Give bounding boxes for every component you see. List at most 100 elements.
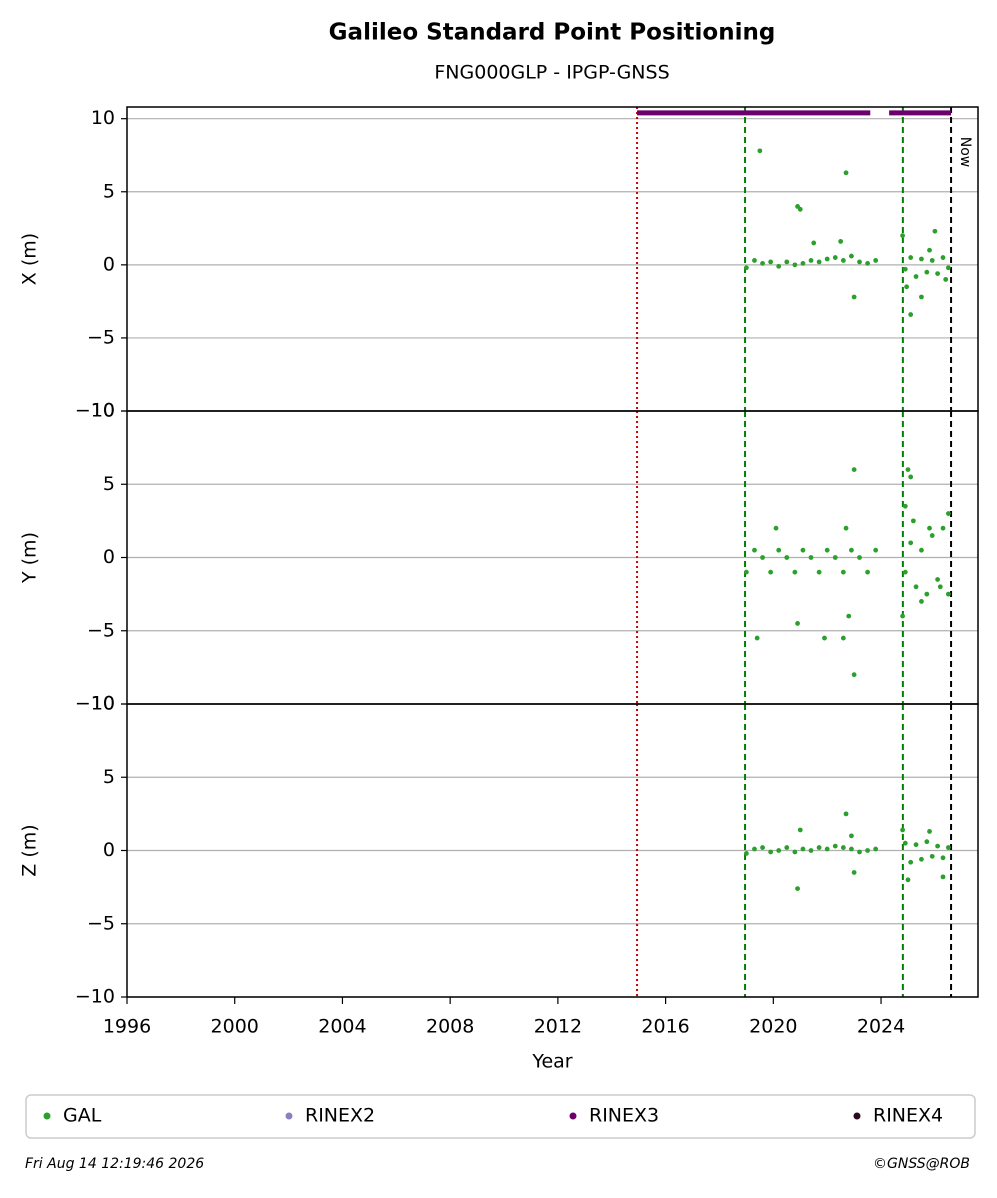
data-point	[776, 848, 782, 853]
data-point	[768, 259, 774, 265]
data-point	[752, 846, 757, 852]
data-point	[900, 613, 905, 619]
y-axis-label: X (m)	[19, 233, 41, 285]
data-point	[800, 547, 806, 553]
data-point	[935, 271, 941, 277]
x-tick-label: 2024	[857, 1016, 905, 1038]
y-axis-label: Z (m)	[19, 824, 41, 876]
x-tick-label: 2016	[641, 1016, 689, 1038]
data-point	[792, 262, 798, 268]
data-point	[752, 258, 757, 263]
data-point	[919, 599, 924, 604]
data-point	[849, 253, 854, 259]
data-point	[935, 577, 941, 582]
y-tick-label: −5	[87, 619, 115, 641]
data-point	[754, 635, 760, 641]
legend-box	[25, 1094, 976, 1139]
axes-frame	[126, 703, 979, 998]
data-point	[945, 511, 951, 516]
data-point	[865, 848, 870, 853]
y-tick-label: −10	[75, 693, 115, 715]
x-tick-label: 2012	[534, 1016, 582, 1038]
data-point	[851, 672, 857, 678]
data-point	[902, 840, 908, 846]
data-point	[929, 533, 935, 538]
x-axis-label: Year	[531, 1051, 572, 1073]
data-point	[795, 621, 800, 626]
data-point	[832, 843, 838, 849]
data-point	[857, 849, 862, 855]
y-axis-label: Y (m)	[19, 532, 41, 584]
data-point	[851, 870, 857, 875]
data-point	[832, 555, 838, 560]
data-point	[940, 855, 946, 861]
data-point	[808, 555, 814, 560]
data-point	[919, 256, 924, 262]
data-point	[945, 845, 951, 850]
data-point	[910, 518, 916, 524]
legend-marker	[569, 1112, 577, 1120]
data-point	[905, 467, 911, 472]
y-tick-label: −10	[75, 400, 115, 422]
x-tick-label: 2008	[426, 1016, 474, 1038]
data-point	[816, 845, 822, 850]
data-point	[940, 255, 946, 260]
data-point	[902, 569, 908, 575]
legend-marker	[43, 1112, 51, 1120]
legend-label: GAL	[63, 1105, 102, 1127]
data-point	[905, 877, 911, 883]
data-point	[924, 839, 930, 845]
y-tick-label: 5	[103, 180, 115, 202]
footer-credit: ©GNSS@ROB	[873, 1156, 970, 1172]
data-point	[840, 845, 846, 850]
legend-label: RINEX2	[305, 1105, 375, 1127]
data-point	[784, 555, 790, 560]
data-point	[908, 859, 914, 865]
data-point	[851, 294, 857, 300]
data-point	[857, 259, 862, 265]
data-point	[940, 525, 946, 531]
data-point	[800, 260, 806, 266]
data-point	[924, 591, 930, 597]
data-point	[760, 845, 765, 850]
data-point	[913, 274, 919, 279]
data-point	[902, 266, 908, 272]
y-tick-label: 10	[91, 107, 115, 129]
y-tick-label: 10	[91, 693, 115, 715]
y-tick-label: 0	[103, 253, 115, 275]
data-point	[935, 843, 941, 849]
data-point	[840, 569, 846, 575]
data-point	[800, 846, 806, 852]
data-point	[873, 846, 879, 852]
x-tick-label: 2004	[318, 1016, 366, 1038]
data-point	[752, 547, 757, 553]
data-point	[857, 555, 862, 560]
y-tick-label: 10	[91, 400, 115, 422]
data-point	[865, 260, 870, 266]
data-point	[838, 239, 844, 244]
data-point	[913, 584, 919, 590]
data-point	[797, 827, 803, 833]
x-tick-label: 1996	[103, 1016, 151, 1038]
data-point	[873, 258, 879, 263]
data-point	[816, 569, 822, 575]
data-point	[904, 284, 910, 290]
x-tick-label: 2000	[211, 1016, 259, 1038]
data-point	[849, 833, 854, 839]
data-point	[843, 170, 849, 176]
data-point	[757, 148, 763, 154]
data-point	[808, 258, 814, 263]
data-point	[943, 277, 949, 282]
data-point	[843, 525, 849, 531]
data-point	[908, 255, 914, 260]
data-point	[832, 255, 838, 260]
data-point	[849, 547, 854, 553]
data-point	[919, 294, 924, 300]
data-point	[795, 886, 800, 891]
title: Galileo Standard Point Positioning	[329, 20, 776, 46]
data-point	[822, 635, 827, 641]
data-point	[760, 555, 765, 560]
subtitle: FNG000GLP - IPGP-GNSS	[434, 62, 669, 84]
data-point	[927, 525, 932, 531]
